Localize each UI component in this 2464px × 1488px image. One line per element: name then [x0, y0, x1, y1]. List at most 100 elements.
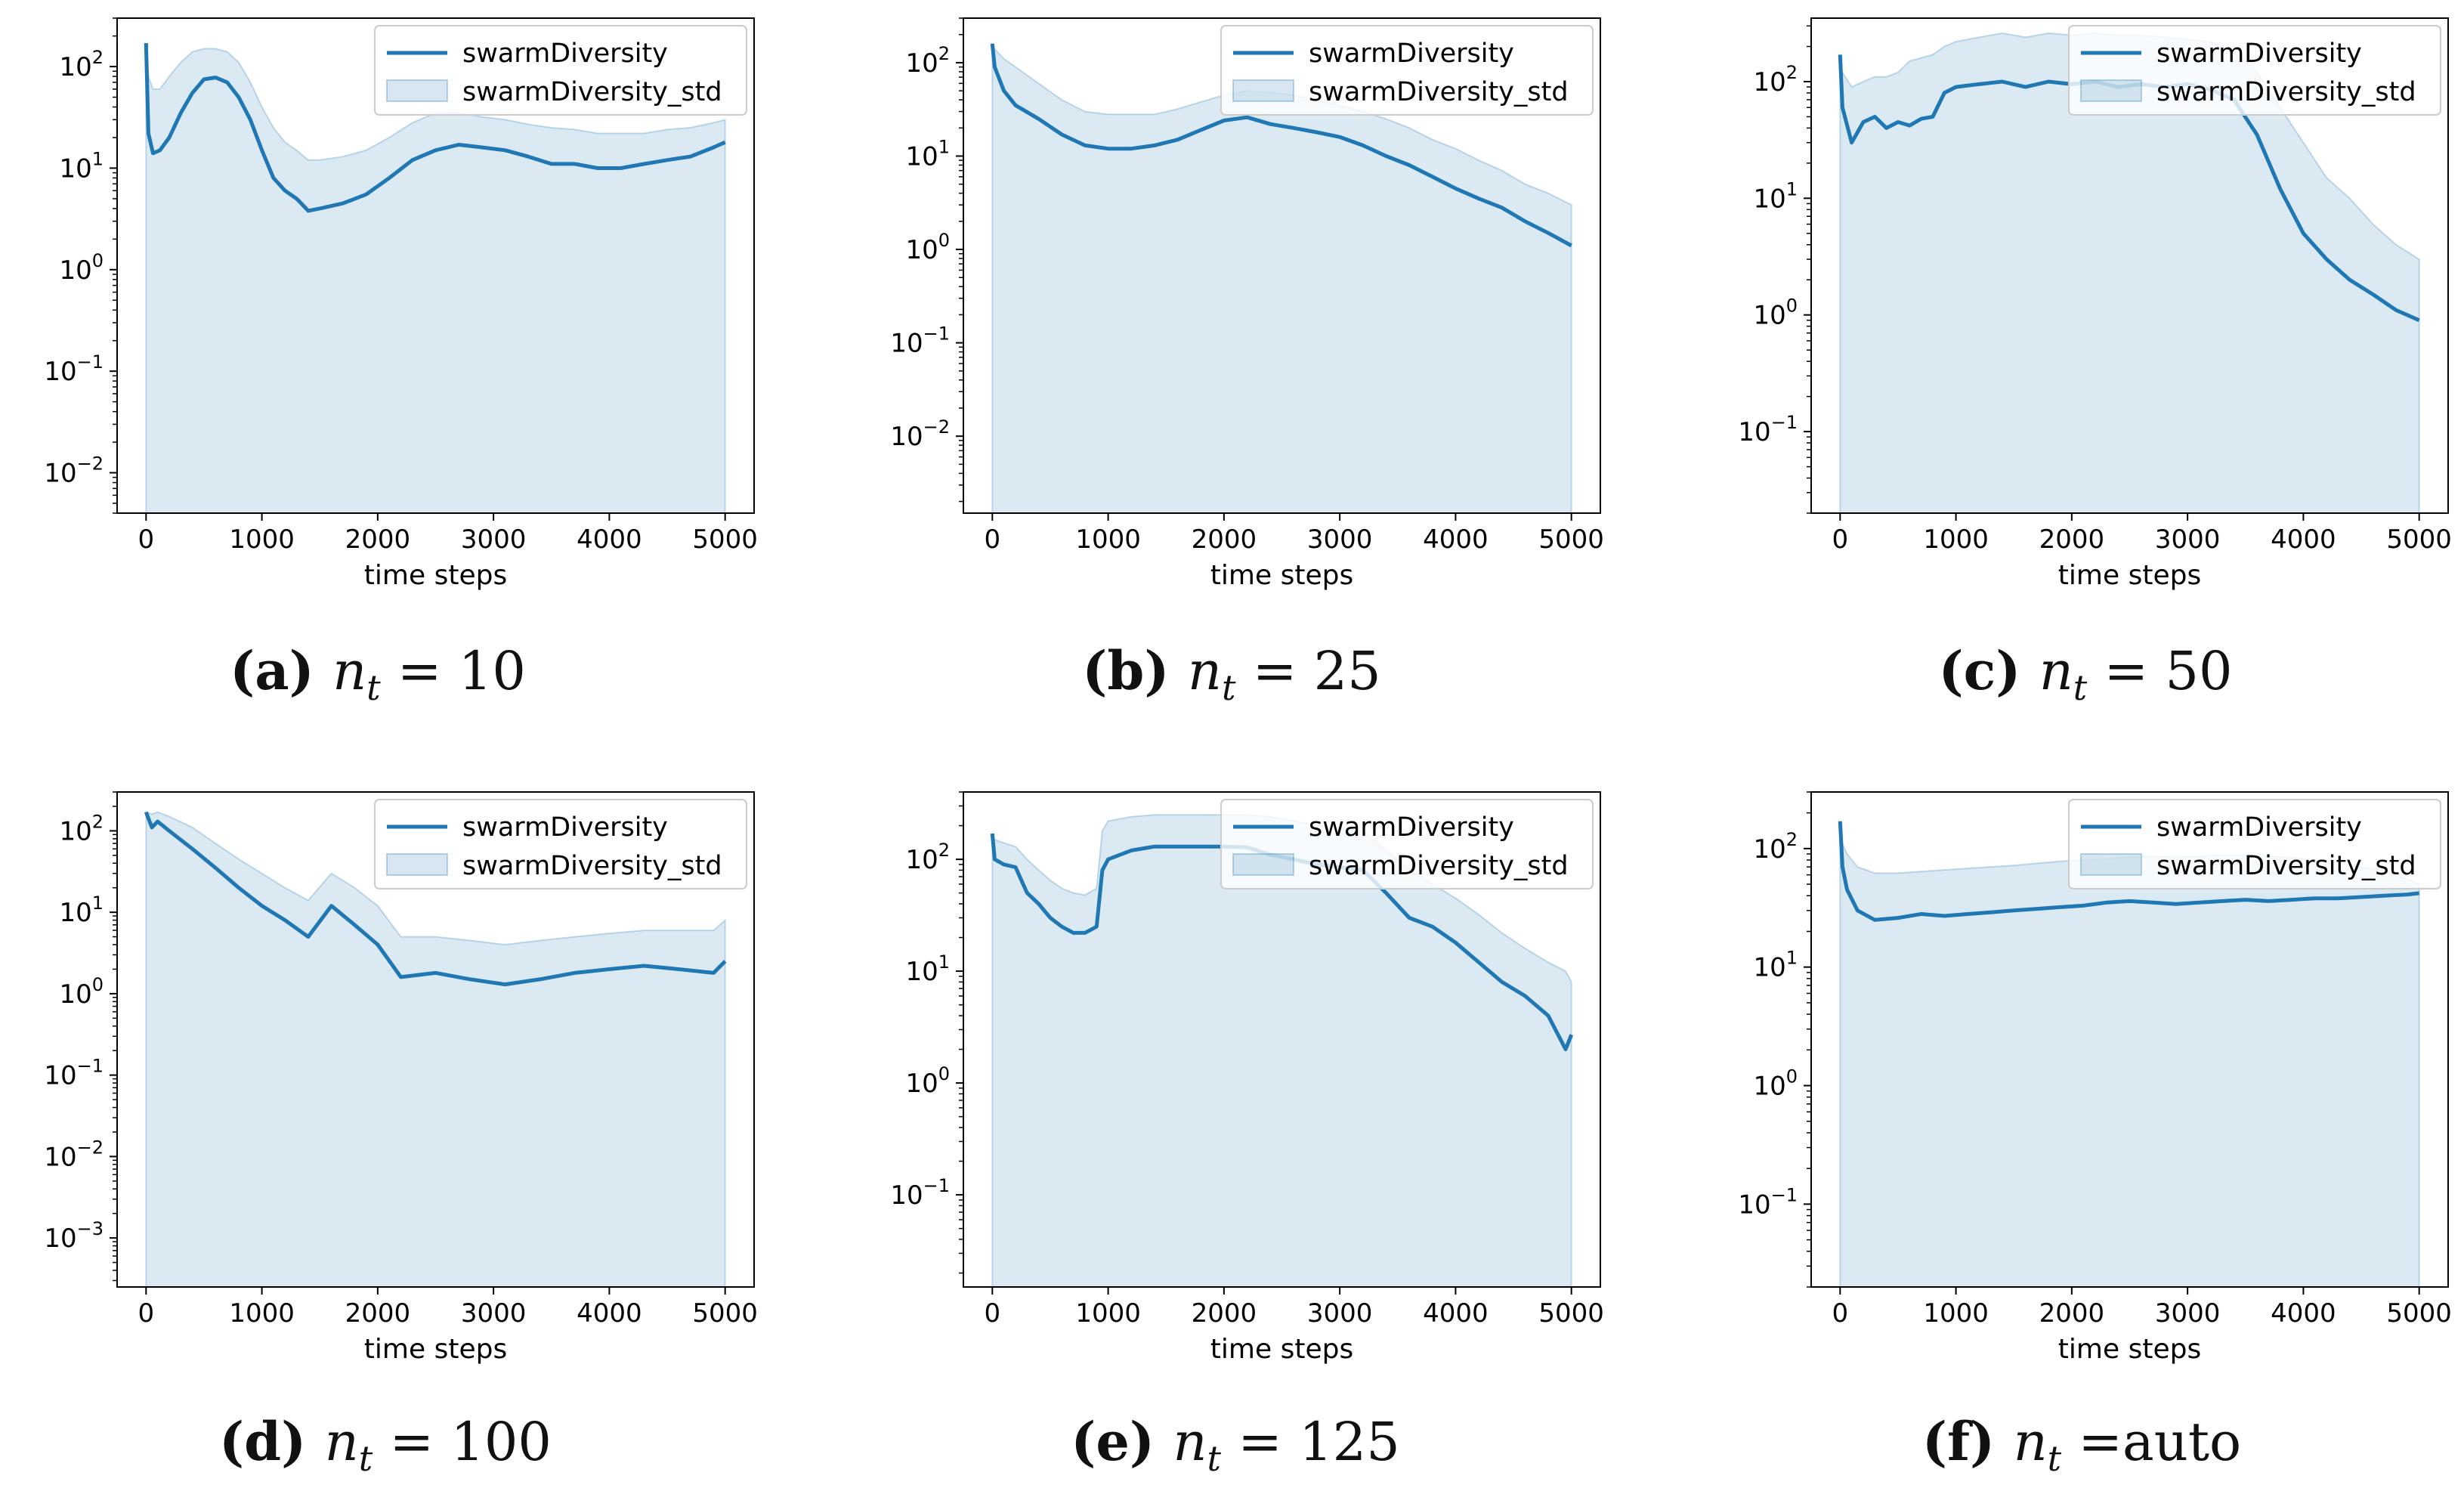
legend-band-swatch	[386, 853, 448, 876]
y-tick-label: 100	[59, 974, 104, 1010]
std-band	[1839, 821, 2420, 1287]
y-tick-label: 10−2	[890, 416, 950, 452]
chart-panel-3: 0 1000 2000 3000 4000 5000 102 101 100 10−1 time s…	[1738, 17, 2452, 708]
legend-label-line: swarmDiversity	[462, 39, 668, 69]
y-tick-label: 10−3	[44, 1218, 104, 1254]
y-tick-label: 102	[59, 811, 104, 846]
x-tick-label: 3000	[461, 524, 527, 555]
legend-band-swatch	[1232, 853, 1294, 876]
legend: swarmDiversity swarmDiversity_std	[1220, 25, 1594, 116]
chart-panel-1: 0 1000 2000 3000 4000 5000 102 101 100 10−1 10−2 ti…	[44, 17, 758, 708]
y-tick-label: 100	[905, 1063, 950, 1099]
y-tick-label: 102	[905, 840, 950, 875]
y-tick-label: 100	[905, 230, 950, 265]
x-tick-label: 3000	[461, 1298, 527, 1329]
y-tick-label: 100	[59, 250, 104, 286]
y-tick-label: 10−2	[44, 453, 104, 489]
axes-frame	[1810, 17, 2449, 514]
x-tick-label: 2000	[1192, 1298, 1257, 1329]
y-tick-label: 10−1	[1738, 1184, 1798, 1220]
chart-panel-2: 0 1000 2000 3000 4000 5000 102 101 100 10−1 10−2 ti…	[890, 17, 1604, 708]
x-tick-label: 3000	[2155, 524, 2221, 555]
chart-panel-5: 0 1000 2000 3000 4000 5000 102 101 100 10−1 time s…	[890, 791, 1604, 1479]
y-tick-label: 10−1	[890, 1175, 950, 1211]
plot-area	[144, 811, 727, 1287]
x-tick-label: 5000	[692, 524, 758, 555]
x-tick-label: 1000	[1075, 1298, 1141, 1329]
panel-caption: (b) nt = 25	[1082, 639, 1380, 708]
y-tick-label: 10−1	[44, 351, 104, 387]
legend-band-swatch	[1232, 79, 1294, 102]
legend-label-band: swarmDiversity_std	[462, 77, 722, 107]
legend-box	[374, 25, 747, 116]
x-axis-title: time steps	[364, 560, 507, 591]
y-tick-label: 10−1	[890, 323, 950, 359]
chart-panel-6: 0 1000 2000 3000 4000 5000 102 101 100 10−1 time s…	[1738, 791, 2452, 1479]
legend-box	[2068, 25, 2441, 116]
x-tick-label: 3000	[1307, 1298, 1373, 1329]
x-tick-label: 2000	[345, 524, 411, 555]
x-tick-label: 2000	[2039, 1298, 2105, 1329]
legend-box	[374, 799, 747, 889]
plot-area	[1838, 821, 2420, 1287]
x-tick-label: 4000	[2271, 524, 2336, 555]
legend: swarmDiversity swarmDiversity_std	[1220, 799, 1594, 889]
y-tick-label: 101	[1753, 948, 1798, 983]
x-tick-label: 2000	[345, 1298, 411, 1329]
x-tick-label: 2000	[2039, 524, 2105, 555]
legend-label-line: swarmDiversity	[2156, 812, 2362, 843]
x-tick-label: 4000	[1423, 524, 1489, 555]
x-axis-title: time steps	[2058, 560, 2201, 591]
y-tick-label: 101	[59, 892, 104, 928]
series-line-swarmdiversity	[144, 811, 727, 987]
x-tick-label: 3000	[2155, 1298, 2221, 1329]
legend-box	[1220, 799, 1594, 889]
legend-box	[1220, 25, 1594, 116]
series-line-swarmdiversity	[1838, 821, 2419, 922]
panel-caption: (a) nt = 10	[230, 639, 526, 708]
y-tick-label: 102	[1753, 829, 1798, 865]
plot-area	[990, 814, 1574, 1287]
x-tick-label: 0	[138, 524, 154, 555]
legend-label-band: swarmDiversity_std	[2156, 77, 2416, 107]
x-axis-title: time steps	[364, 1334, 507, 1365]
legend-box	[2068, 799, 2441, 889]
legend: swarmDiversity swarmDiversity_std	[374, 25, 747, 116]
legend-band-swatch	[2080, 853, 2142, 876]
series-line-swarmdiversity	[1838, 54, 2420, 323]
legend-band-swatch	[386, 79, 448, 102]
legend-label-band: swarmDiversity_std	[1309, 851, 1569, 881]
legend-band-swatch	[2080, 79, 2142, 102]
x-tick-label: 3000	[1307, 524, 1373, 555]
y-tick-label: 100	[1753, 1066, 1798, 1102]
x-tick-label: 1000	[1923, 1298, 1989, 1329]
axes-frame	[116, 17, 755, 514]
axes-frame	[963, 17, 1601, 514]
y-tick-label: 10−1	[1738, 412, 1798, 447]
legend-label-band: swarmDiversity_std	[462, 851, 722, 881]
series-line-swarmdiversity	[990, 833, 1574, 1051]
legend: swarmDiversity swarmDiversity_std	[2068, 25, 2441, 116]
series-line-swarmdiversity	[990, 43, 1572, 248]
x-tick-label: 4000	[577, 524, 642, 555]
x-tick-label: 0	[984, 1298, 1000, 1329]
legend-label-line: swarmDiversity	[1309, 39, 1514, 69]
x-tick-label: 5000	[2386, 1298, 2452, 1329]
x-tick-label: 5000	[1538, 1298, 1604, 1329]
series-line-swarmdiversity	[144, 43, 726, 213]
legend: swarmDiversity swarmDiversity_std	[374, 799, 747, 889]
y-tick-label: 101	[905, 137, 950, 172]
x-tick-label: 4000	[577, 1298, 642, 1329]
x-axis-title: time steps	[2058, 1334, 2201, 1365]
axes-frame	[963, 791, 1601, 1288]
x-tick-label: 4000	[2271, 1298, 2336, 1329]
y-tick-label: 102	[905, 43, 950, 79]
legend: swarmDiversity swarmDiversity_std	[2068, 799, 2441, 889]
panel-caption: (f) nt =auto	[1922, 1410, 2241, 1479]
plot-area	[990, 43, 1572, 513]
x-axis-title: time steps	[1210, 1334, 1353, 1365]
std-band	[145, 811, 726, 1287]
legend-label-line: swarmDiversity	[2156, 39, 2362, 69]
plot-area	[144, 43, 726, 513]
axes-frame	[1810, 791, 2449, 1288]
